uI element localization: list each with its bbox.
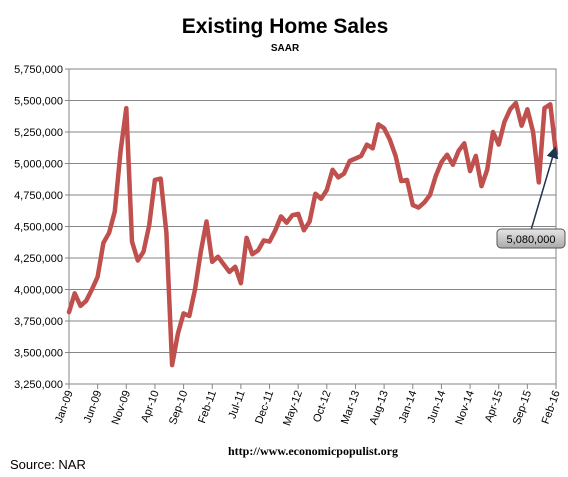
x-tick-label: Apr-15 (483, 389, 506, 424)
x-tick-label: Mar-13 (339, 389, 362, 426)
x-axis: Jan-09 Jun-09 Nov-09 Apr-10 Sep-10 Feb-11 Jul-… (53, 384, 563, 428)
x-tick-label: Nov-14 (453, 389, 476, 426)
footer-url: http://www.economicpopulist.org (228, 444, 398, 458)
y-tick-label: 3,750,000 (14, 316, 63, 328)
y-axis: 3,250,000 3,500,000 3,750,000 4,000,000 4,25… (14, 64, 69, 391)
x-tick-label: Oct-12 (311, 389, 334, 424)
x-tick-label: Feb-16 (540, 389, 563, 426)
chart-subtitle: SAAR (271, 43, 300, 54)
x-tick-label: Sep-15 (511, 389, 534, 426)
y-tick-label: 5,000,000 (14, 159, 63, 171)
x-tick-label: Apr-10 (139, 389, 162, 424)
x-tick-label: Jan-14 (397, 389, 420, 425)
y-tick-label: 3,250,000 (14, 379, 63, 391)
y-tick-label: 5,750,000 (14, 64, 63, 76)
callout-label: 5,080,000 (507, 234, 556, 246)
y-tick-label: 4,750,000 (14, 190, 63, 202)
value-callout: 5,080,000 (496, 146, 566, 249)
y-tick-label: 5,250,000 (14, 127, 63, 139)
chart-title: Existing Home Sales (182, 15, 389, 38)
y-tick-label: 4,500,000 (14, 222, 63, 234)
y-tick-label: 3,500,000 (14, 348, 63, 360)
x-tick-label: Aug-13 (368, 389, 391, 426)
x-tick-label: Jun-09 (82, 389, 105, 425)
y-tick-label: 4,250,000 (14, 253, 63, 265)
x-tick-label: Jul-11 (226, 389, 247, 421)
footer-source: Source: NAR (10, 457, 86, 472)
callout-arrow (530, 146, 559, 231)
x-tick-label: Jan-09 (53, 389, 76, 425)
gridlines (69, 100, 556, 353)
x-tick-label: Nov-09 (110, 389, 133, 426)
x-tick-label: Sep-10 (167, 389, 190, 426)
x-tick-label: Jun-14 (425, 389, 448, 425)
series (66, 100, 559, 368)
y-tick-label: 4,000,000 (14, 285, 63, 297)
y-tick-label: 5,500,000 (14, 96, 63, 108)
x-tick-label: Feb-11 (196, 389, 219, 425)
x-tick-label: May-12 (281, 389, 305, 428)
callout-box (496, 228, 566, 249)
series-line (66, 100, 559, 368)
x-tick-label: Dec-11 (253, 389, 276, 426)
